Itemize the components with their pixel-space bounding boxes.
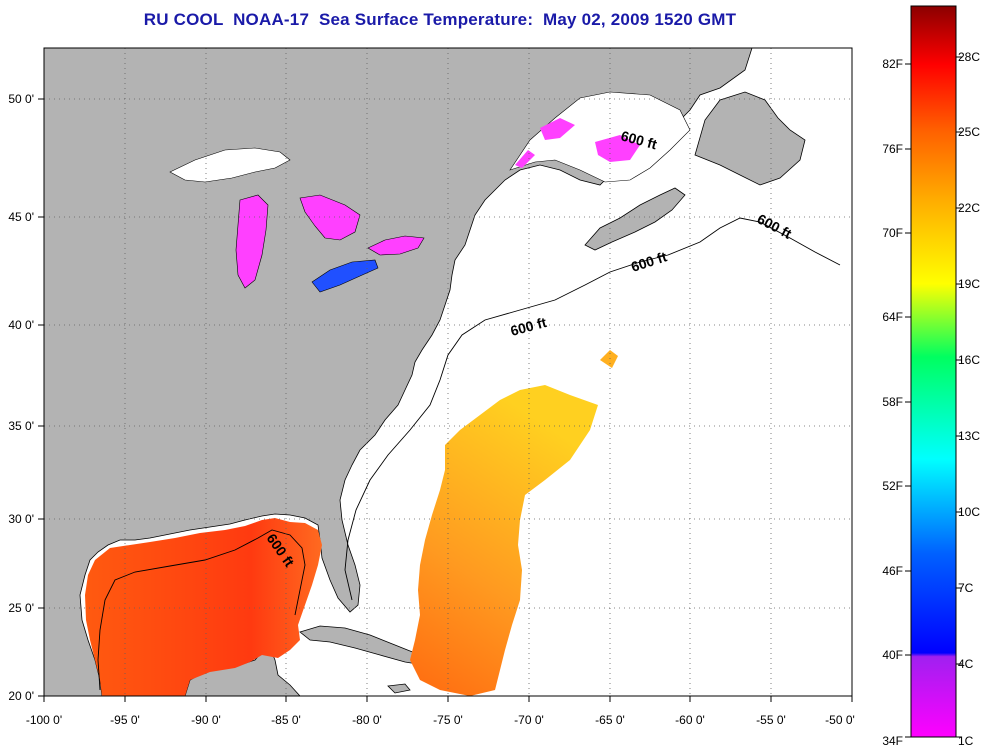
x-tick-label: -90 0'	[191, 713, 221, 727]
temperature-colorbar: 82F 76F 70F 64F 58F 52F 46F 40F 34F 28C …	[882, 5, 980, 748]
lake-huron	[299, 194, 361, 241]
y-tick-label: 50 0'	[8, 92, 34, 106]
y-tick-label: 30 0'	[8, 512, 34, 526]
tick-marks	[38, 98, 853, 702]
gulf-of-mexico-sst	[85, 518, 322, 696]
x-tick-label: -60 0'	[675, 713, 705, 727]
colorbar-label-f: 70F	[882, 226, 903, 240]
colorbar-label-c: 22C	[958, 201, 980, 215]
x-tick-label: -65 0'	[595, 713, 625, 727]
colorbar-label-c: 28C	[958, 50, 980, 64]
colorbar-label-f: 64F	[882, 310, 903, 324]
colorbar-label-c: 10C	[958, 505, 980, 519]
lake-ontario	[367, 235, 425, 256]
x-tick-label: -70 0'	[514, 713, 544, 727]
isobath-600ft-atlantic	[344, 217, 841, 601]
colorbar-label-c: 25C	[958, 125, 980, 139]
y-tick-label: 35 0'	[8, 419, 34, 433]
sargasso-sst-patch	[600, 350, 618, 368]
x-tick-label: -100 0'	[26, 713, 62, 727]
colorbar-label-f: 76F	[882, 142, 903, 156]
colorbar-label-c: 19C	[958, 277, 980, 291]
lake-michigan	[235, 194, 269, 289]
lake-superior	[169, 147, 291, 183]
nova-scotia-land	[584, 187, 686, 251]
lake-erie	[311, 259, 379, 293]
y-tick-label: 25 0'	[8, 601, 34, 615]
x-tick-label: -85 0'	[271, 713, 301, 727]
map-grid	[44, 48, 852, 696]
x-tick-label: -95 0'	[110, 713, 140, 727]
colorbar-label-c: 16C	[958, 353, 980, 367]
jamaica-land	[387, 683, 411, 694]
x-tick-labels: -100 0' -95 0' -90 0' -85 0' -80 0' -75 …	[26, 713, 855, 727]
colorbar-label-f: 52F	[882, 479, 903, 493]
x-tick-label: -50 0'	[825, 713, 855, 727]
x-tick-label: -80 0'	[352, 713, 382, 727]
gulf-st-lawrence	[509, 91, 691, 183]
y-tick-label: 45 0'	[8, 210, 34, 224]
north-america-land	[44, 48, 753, 696]
colorbar-label-c: 13C	[958, 429, 980, 443]
colorbar-label-c: 4C	[958, 657, 974, 671]
st-lawrence-sst-patch	[515, 118, 640, 168]
y-tick-labels: 20 0' 25 0' 30 0' 35 0' 40 0' 45 0' 50 0…	[8, 92, 34, 703]
y-tick-label: 20 0'	[8, 689, 34, 703]
y-tick-label: 40 0'	[8, 318, 34, 332]
map-title: RU COOL NOAA-17 Sea Surface Temperature:…	[143, 10, 737, 29]
colorbar-label-f: 46F	[882, 564, 903, 578]
atlantic-sst	[410, 385, 598, 696]
colorbar-label-f: 82F	[882, 57, 903, 71]
colorbar-label-f: 40F	[882, 648, 903, 662]
colorbar-label-c: 1C	[958, 734, 974, 748]
colorbar-gradient	[910, 5, 957, 738]
colorbar-label-f: 34F	[882, 734, 903, 748]
x-tick-label: -55 0'	[756, 713, 786, 727]
colorbar-label-c: 7C	[958, 581, 974, 595]
x-tick-label: -75 0'	[433, 713, 463, 727]
isobath-600ft-gulf	[97, 529, 306, 691]
colorbar-label-f: 58F	[882, 395, 903, 409]
